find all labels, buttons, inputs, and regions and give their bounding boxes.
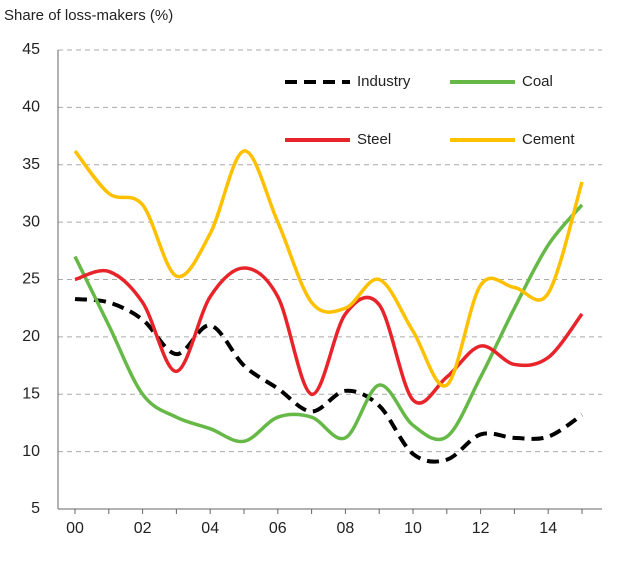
x-tick-label: 08 xyxy=(337,520,355,537)
legend-label: Cement xyxy=(522,131,575,148)
legend-label: Coal xyxy=(522,73,553,90)
y-tick-label: 30 xyxy=(22,213,40,230)
series-line xyxy=(74,266,584,405)
y-tick-label: 15 xyxy=(22,385,40,402)
x-tick-label: 00 xyxy=(66,520,84,537)
y-tick-label: 5 xyxy=(31,500,40,517)
y-axis-title: Share of loss-makers (%) xyxy=(4,7,173,24)
x-tick-label: 06 xyxy=(269,520,287,537)
legend-label: Steel xyxy=(357,131,391,148)
series-line xyxy=(73,149,584,388)
y-tick-label: 35 xyxy=(22,156,40,173)
y-tick-label: 40 xyxy=(22,99,40,116)
x-tick-label: 04 xyxy=(201,520,219,537)
x-tick-label: 14 xyxy=(539,520,557,537)
series-line xyxy=(73,203,584,444)
y-tick-label: 10 xyxy=(22,443,40,460)
y-tick-label: 45 xyxy=(22,41,40,58)
y-tick-label: 25 xyxy=(22,271,40,288)
x-tick-label: 02 xyxy=(134,520,152,537)
x-tick-label: 10 xyxy=(404,520,422,537)
x-tick-label: 12 xyxy=(472,520,490,537)
y-tick-label: 20 xyxy=(22,328,40,345)
legend-label: Industry xyxy=(357,73,411,90)
